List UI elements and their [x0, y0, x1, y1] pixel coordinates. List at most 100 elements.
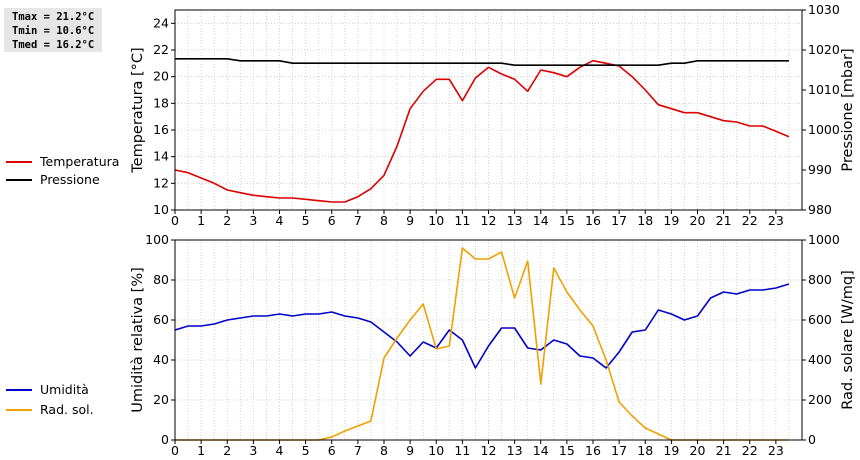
y-tick-label: 0 [161, 432, 169, 447]
x-tick-label: 8 [380, 443, 388, 458]
x-tick-label: 9 [406, 443, 414, 458]
y-tick-label: 40 [153, 352, 169, 367]
y2-tick-label: 0 [808, 432, 816, 447]
x-tick-label: 12 [481, 213, 497, 228]
x-tick-label: 5 [302, 213, 310, 228]
series-line-pressione [175, 57, 789, 66]
y2-tick-label: 1030 [808, 2, 840, 17]
humidity-radiation-y-axis-title: Umidità relativa [%] [130, 267, 146, 413]
x-tick-label: 6 [328, 213, 336, 228]
x-tick-label: 4 [276, 213, 284, 228]
legend-swatch-temperature [6, 160, 32, 163]
humidity-radiation-y2-axis-title: Rad. solare [W/mq] [840, 270, 856, 409]
y2-tick-label: 600 [808, 312, 832, 327]
x-tick-label: 9 [406, 213, 414, 228]
x-tick-label: 17 [611, 443, 627, 458]
x-tick-label: 7 [354, 443, 362, 458]
x-tick-label: 19 [663, 443, 679, 458]
legend-label-humidity: Umidità [40, 382, 89, 397]
x-tick-label: 21 [716, 443, 732, 458]
x-tick-label: 0 [171, 213, 179, 228]
legend-temperature: Temperatura [6, 154, 119, 169]
legend-pressure: Pressione [6, 172, 100, 187]
y-tick-label: 20 [153, 392, 169, 407]
x-tick-label: 17 [611, 213, 627, 228]
y-tick-label: 80 [153, 272, 169, 287]
legend-label-temperature: Temperatura [40, 154, 120, 169]
legend-label-pressure: Pressione [40, 172, 100, 187]
series-line-temperatura [174, 59, 790, 203]
x-tick-label: 13 [507, 213, 523, 228]
y2-tick-label: 1010 [808, 82, 840, 97]
x-tick-label: 3 [249, 213, 257, 228]
x-tick-label: 18 [637, 443, 653, 458]
x-tick-label: 22 [742, 213, 758, 228]
x-tick-label: 1 [197, 213, 205, 228]
stat-tmin: Tmin = 10.6°C [12, 25, 95, 37]
x-tick-label: 14 [533, 213, 549, 228]
y2-tick-label: 1000 [808, 122, 840, 137]
x-tick-label: 20 [690, 213, 706, 228]
y2-tick-label: 1020 [808, 42, 840, 57]
x-tick-label: 0 [171, 443, 179, 458]
stat-tmax: Tmax = 21.2°C [12, 11, 95, 23]
x-tick-label: 23 [768, 213, 784, 228]
stat-tmed: Tmed = 16.2°C [12, 39, 95, 51]
y-tick-label: 18 [153, 95, 169, 110]
x-tick-label: 15 [559, 443, 575, 458]
y2-tick-label: 800 [808, 272, 832, 287]
temp-pressure-y-axis-title: Temperatura [°C] [130, 47, 146, 173]
x-tick-label: 6 [328, 443, 336, 458]
x-tick-label: 2 [223, 443, 231, 458]
series-line-umidit [174, 283, 790, 369]
stats-box: Tmax = 21.2°C Tmin = 10.6°C Tmed = 16.2°… [4, 8, 102, 52]
x-tick-label: 10 [428, 213, 444, 228]
legend-humidity: Umidità [6, 382, 89, 397]
x-tick-label: 18 [637, 213, 653, 228]
y-tick-label: 10 [153, 202, 169, 217]
x-tick-label: 2 [223, 213, 231, 228]
y-tick-label: 22 [153, 42, 169, 57]
x-tick-label: 12 [481, 443, 497, 458]
x-tick-label: 21 [716, 213, 732, 228]
x-tick-label: 3 [249, 443, 257, 458]
y-tick-label: 60 [153, 312, 169, 327]
y2-tick-label: 990 [808, 162, 832, 177]
x-tick-label: 8 [380, 213, 388, 228]
y-tick-label: 12 [153, 175, 169, 190]
legend-label-radiation: Rad. sol. [40, 402, 94, 417]
legend-swatch-pressure [6, 178, 32, 181]
x-tick-label: 15 [559, 213, 575, 228]
x-tick-label: 11 [454, 213, 470, 228]
x-tick-label: 4 [276, 443, 284, 458]
x-tick-label: 16 [585, 443, 601, 458]
y-tick-label: 20 [153, 69, 169, 84]
x-tick-label: 22 [742, 443, 758, 458]
y-tick-label: 14 [153, 149, 169, 164]
y2-tick-label: 1000 [808, 232, 840, 247]
x-tick-label: 14 [533, 443, 549, 458]
legend-radiation: Rad. sol. [6, 402, 94, 417]
y-tick-label: 24 [153, 15, 169, 30]
x-tick-label: 16 [585, 213, 601, 228]
x-tick-label: 19 [663, 213, 679, 228]
x-tick-label: 1 [197, 443, 205, 458]
y-tick-label: 16 [153, 122, 169, 137]
y2-tick-label: 200 [808, 392, 832, 407]
x-tick-label: 23 [768, 443, 784, 458]
y2-tick-label: 400 [808, 352, 832, 367]
x-tick-label: 20 [690, 443, 706, 458]
y-tick-label: 100 [145, 232, 169, 247]
x-tick-label: 5 [302, 443, 310, 458]
x-tick-label: 10 [428, 443, 444, 458]
x-tick-label: 11 [454, 443, 470, 458]
legend-swatch-humidity [6, 388, 32, 391]
temp-pressure-y2-axis-title: Pressione [mbar] [840, 48, 856, 171]
legend-swatch-radiation [6, 408, 32, 411]
x-tick-label: 13 [507, 443, 523, 458]
x-tick-label: 7 [354, 213, 362, 228]
y2-tick-label: 980 [808, 202, 832, 217]
